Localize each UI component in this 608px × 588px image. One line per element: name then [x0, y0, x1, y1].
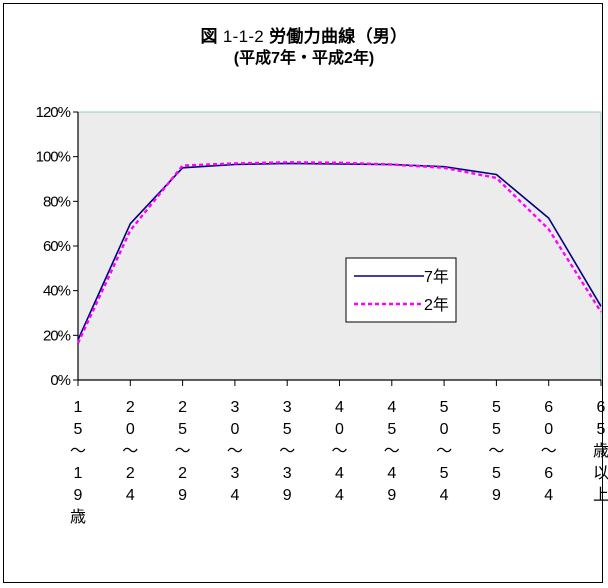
x-tick-label: 2 0 〜 2 4: [122, 399, 138, 504]
series-lines: [76, 161, 603, 344]
y-tick-label: 20%: [43, 327, 71, 344]
x-axis: 1 5 〜 1 9 歳 2 0 〜 2 4 2 5 〜 2 9 3 0 〜 3 4 3 5 〜 3 9 4 0 〜 4 4 4 5 〜 4 9 5 0 〜 5…: [70, 379, 608, 526]
chart-title: 図 1-1-2 労働力曲線（男）: [0, 22, 608, 47]
x-tick-label: 6 5 歳以上: [593, 399, 608, 504]
title-text: 労働力曲線（男）: [269, 27, 408, 46]
x-tick-label: 3 0 〜 3 4: [227, 399, 243, 504]
y-tick-label: 0%: [50, 372, 70, 389]
title-number: 1-1-2: [222, 27, 265, 46]
plot-area: [77, 111, 602, 381]
legend-label-7: 7年: [424, 268, 449, 286]
x-tick-label: 6 0 〜 6 4: [541, 399, 557, 504]
series-line-0: [77, 162, 602, 341]
x-tick-label: 5 0 〜 5 4: [436, 399, 452, 504]
legend-label-2: 2年: [424, 296, 449, 314]
y-axis: 0% 20% 40% 60% 80% 100% 120%: [36, 104, 79, 389]
x-tick-label: 5 5 〜 5 9: [488, 399, 504, 504]
x-tick-label: 2 5 〜 2 9: [175, 399, 191, 504]
x-tick-label: 4 5 〜 4 9: [384, 399, 400, 504]
legend: 7年 2年: [345, 257, 457, 323]
chart-subtitle: (平成7年・平成2年): [233, 50, 375, 67]
legend-box: [345, 257, 457, 323]
y-tick-label: 100%: [36, 149, 71, 166]
x-tick-label: 1 5 〜 1 9 歳: [70, 399, 86, 526]
y-tick-label: 80%: [43, 193, 71, 210]
x-tick-label: 3 5 〜 3 9: [279, 399, 295, 504]
x-tick-label: 4 0 〜 4 4: [331, 399, 347, 504]
y-tick-label: 60%: [43, 238, 71, 255]
series-line-1: [76, 161, 603, 344]
title-prefix: 図: [200, 27, 218, 46]
y-tick-label: 40%: [43, 283, 71, 300]
y-tick-label: 120%: [36, 104, 71, 121]
